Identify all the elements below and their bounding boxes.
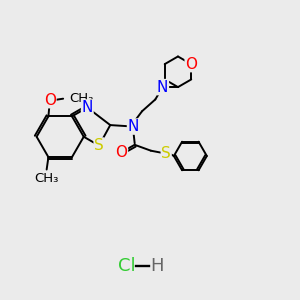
Text: S: S	[161, 146, 171, 161]
Text: O: O	[185, 57, 197, 72]
Text: Cl: Cl	[118, 257, 135, 275]
Text: O: O	[44, 93, 56, 108]
Text: N: N	[128, 119, 139, 134]
Text: CH₃: CH₃	[69, 92, 93, 105]
Text: H: H	[151, 257, 164, 275]
Text: O: O	[116, 145, 128, 160]
Text: CH₃: CH₃	[34, 172, 58, 185]
Text: N: N	[82, 100, 93, 115]
Text: S: S	[94, 138, 104, 153]
Text: N: N	[157, 80, 168, 94]
